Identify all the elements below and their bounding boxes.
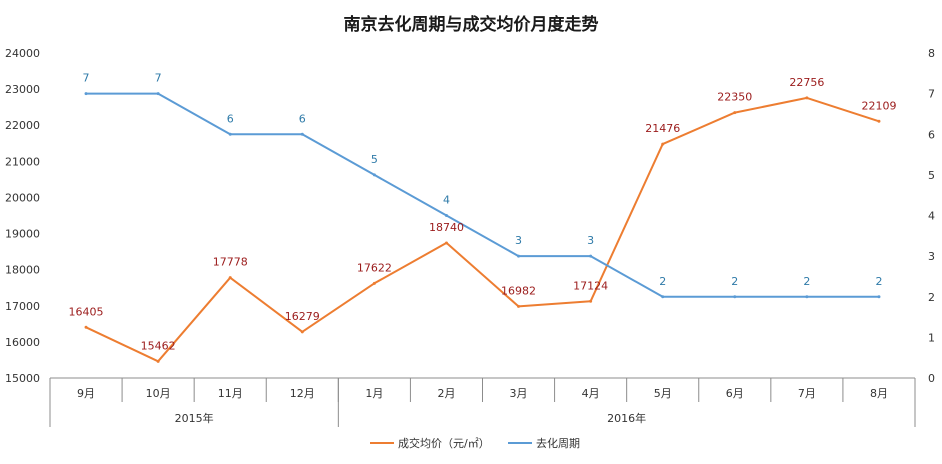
category-axis: 9月 10月 11月 12月 1月 2月 3月 4月 5月 6月 7月 8月 2015年 2016年: [49, 378, 916, 427]
price-point: [517, 304, 521, 308]
left-tick-label: 15000: [5, 372, 40, 385]
price-data-label: 22756: [789, 76, 824, 89]
legend-label-cycle: 去化周期: [536, 436, 580, 450]
category-label: 1月: [365, 387, 383, 400]
year-label: 2015年: [175, 411, 214, 425]
price-data-label: 16279: [285, 310, 320, 323]
right-tick-label: 8: [928, 47, 935, 60]
left-tick-label: 24000: [5, 47, 40, 60]
cycle-series-line: [86, 92, 879, 298]
price-point: [589, 299, 593, 303]
category-label: 3月: [510, 387, 528, 400]
cycle-data-label: 5: [371, 153, 378, 166]
cycle-data-label: 6: [299, 112, 306, 125]
price-point: [661, 142, 665, 146]
right-tick-label: 1: [928, 331, 935, 344]
price-point: [372, 281, 376, 285]
price-data-label: 17124: [573, 279, 608, 292]
right-axis-ticks: 0 1 2 3 4 5 6 7 8: [928, 47, 935, 385]
price-data-label: 16982: [501, 284, 536, 297]
left-tick-label: 23000: [5, 83, 40, 96]
price-point: [156, 359, 160, 363]
cycle-point: [517, 254, 521, 258]
category-label: 12月: [290, 387, 315, 400]
cycle-point: [661, 295, 665, 299]
left-tick-label: 18000: [5, 264, 40, 277]
cycle-data-label: 2: [875, 275, 882, 288]
year-label: 2016年: [607, 411, 646, 425]
left-tick-label: 20000: [5, 191, 40, 204]
price-point: [300, 330, 304, 334]
data-labels: 16405 15462 17778 16279 17622 18740 16982 17124…: [69, 72, 897, 353]
legend: 成交均价（元/㎡） 去化周期: [370, 436, 580, 450]
cycle-point: [372, 173, 376, 177]
category-label: 8月: [870, 387, 888, 400]
legend-label-price: 成交均价（元/㎡）: [398, 436, 490, 450]
price-data-label: 22109: [861, 99, 896, 112]
right-tick-label: 2: [928, 291, 935, 304]
price-point: [877, 119, 881, 123]
right-tick-label: 4: [928, 210, 935, 223]
cycle-data-label: 7: [155, 72, 162, 85]
right-tick-label: 5: [928, 169, 935, 182]
right-tick-label: 3: [928, 250, 935, 263]
right-tick-label: 7: [928, 88, 935, 101]
price-data-label: 15462: [141, 339, 176, 352]
price-data-label: 18740: [429, 221, 464, 234]
cycle-point: [444, 214, 448, 217]
cycle-point: [877, 295, 881, 299]
category-label: 4月: [582, 387, 600, 400]
price-point: [228, 276, 232, 280]
price-point: [733, 111, 737, 115]
category-label: 10月: [146, 387, 171, 400]
cycle-point: [84, 92, 88, 96]
cycle-point: [589, 254, 593, 258]
cycle-data-label: 2: [803, 275, 810, 288]
cycle-data-label: 3: [515, 234, 522, 247]
price-point: [805, 96, 809, 100]
category-label: 7月: [798, 387, 816, 400]
cycle-point: [300, 132, 304, 136]
right-tick-label: 6: [928, 128, 935, 141]
price-data-label: 22350: [717, 91, 752, 104]
cycle-data-label: 2: [659, 275, 666, 288]
category-label: 2月: [437, 387, 455, 400]
cycle-data-label: 3: [587, 234, 594, 247]
left-tick-label: 21000: [5, 155, 40, 168]
cycle-point: [156, 92, 160, 96]
price-data-label: 17778: [213, 256, 248, 269]
left-tick-label: 19000: [5, 228, 40, 241]
cycle-data-label: 7: [83, 72, 90, 85]
category-label: 9月: [77, 387, 95, 400]
left-axis-ticks: 15000 16000 17000 18000 19000 20000 21000 22000…: [5, 47, 40, 385]
cycle-point: [805, 295, 809, 299]
left-tick-label: 16000: [5, 336, 40, 349]
category-label: 6月: [726, 387, 744, 400]
price-data-label: 21476: [645, 122, 680, 135]
price-data-label: 16405: [69, 305, 104, 318]
price-data-label: 17622: [357, 261, 392, 274]
category-label: 5月: [654, 387, 672, 400]
left-tick-label: 22000: [5, 119, 40, 132]
cycle-point: [228, 132, 232, 136]
right-tick-label: 0: [928, 372, 935, 385]
cycle-data-label: 6: [227, 112, 234, 125]
category-label: 11月: [218, 387, 243, 400]
left-tick-label: 17000: [5, 300, 40, 313]
price-point: [444, 241, 448, 245]
chart-title: 南京去化周期与成交均价月度走势: [344, 14, 599, 35]
cycle-point: [733, 295, 737, 299]
price-series-line: [85, 96, 880, 363]
series-lines: [84, 92, 881, 363]
cycle-data-label: 2: [731, 275, 738, 288]
cycle-data-label: 4: [443, 194, 450, 207]
price-point: [84, 325, 88, 329]
